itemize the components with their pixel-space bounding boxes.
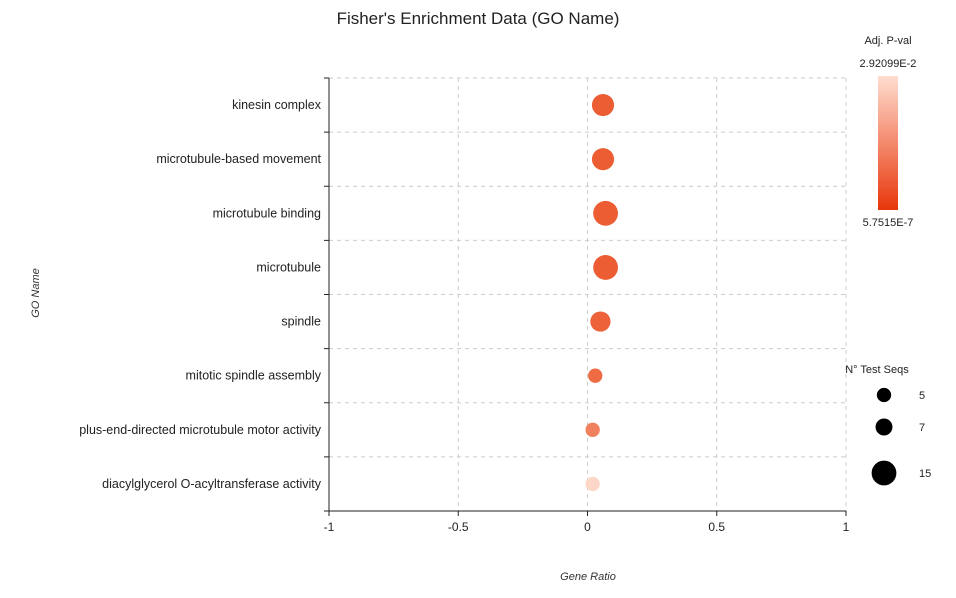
- bubble-point: [593, 255, 618, 280]
- color-legend-min-label: 5.7515E-7: [863, 217, 914, 229]
- bubble-point: [585, 422, 600, 437]
- size-legend-circle: [876, 387, 892, 403]
- size-legend-label: 5: [919, 390, 925, 402]
- bubble-point: [590, 311, 611, 332]
- bubbles: [585, 93, 618, 492]
- grid: [328, 77, 847, 511]
- y-category-label: spindle: [281, 315, 321, 329]
- size-legend-label: 15: [919, 468, 931, 480]
- size-legend-title: N° Test Seqs: [845, 364, 909, 376]
- x-tick-label: 1: [843, 520, 850, 534]
- y-category-label: mitotic spindle assembly: [186, 369, 322, 383]
- bubble-point: [591, 148, 615, 171]
- bubble-point: [591, 93, 615, 117]
- x-tick-label: -0.5: [448, 520, 469, 534]
- size-legend-circle: [875, 418, 893, 436]
- size-legend-circle: [871, 460, 897, 486]
- x-tick-label: 0.5: [708, 520, 725, 534]
- color-legend-gradient-bar: [878, 76, 898, 210]
- x-axis-title: Gene Ratio: [560, 571, 616, 583]
- y-category-label: microtubule-based movement: [156, 152, 321, 166]
- axes: [324, 77, 847, 516]
- bubble-point: [585, 476, 600, 492]
- bubble-point: [588, 368, 603, 383]
- size-legend: N° Test Seqs 5 7 15: [845, 364, 931, 486]
- y-axis-title: GO Name: [30, 268, 42, 318]
- x-tick-label: -1: [324, 520, 335, 534]
- color-legend-max-label: 2.92099E-2: [860, 58, 917, 70]
- x-tick-labels: -1 -0.5 0 0.5 1: [324, 520, 850, 534]
- x-tick-label: 0: [584, 520, 591, 534]
- color-legend-title: Adj. P-val: [864, 35, 911, 47]
- y-category-label: diacylglycerol O-acyltransferase activit…: [102, 477, 322, 491]
- chart-title: Fisher's Enrichment Data (GO Name): [337, 9, 620, 28]
- y-category-label: microtubule: [256, 260, 321, 274]
- y-category-label: microtubule binding: [213, 206, 321, 220]
- y-category-label: kinesin complex: [232, 98, 322, 112]
- color-legend: Adj. P-val 2.92099E-2 5.7515E-7: [860, 35, 917, 229]
- size-legend-label: 7: [919, 422, 925, 434]
- y-category-label: plus-end-directed microtubule motor acti…: [79, 423, 322, 437]
- y-category-labels: kinesin complex microtubule-based movemen…: [79, 98, 322, 491]
- bubble-point: [593, 200, 618, 226]
